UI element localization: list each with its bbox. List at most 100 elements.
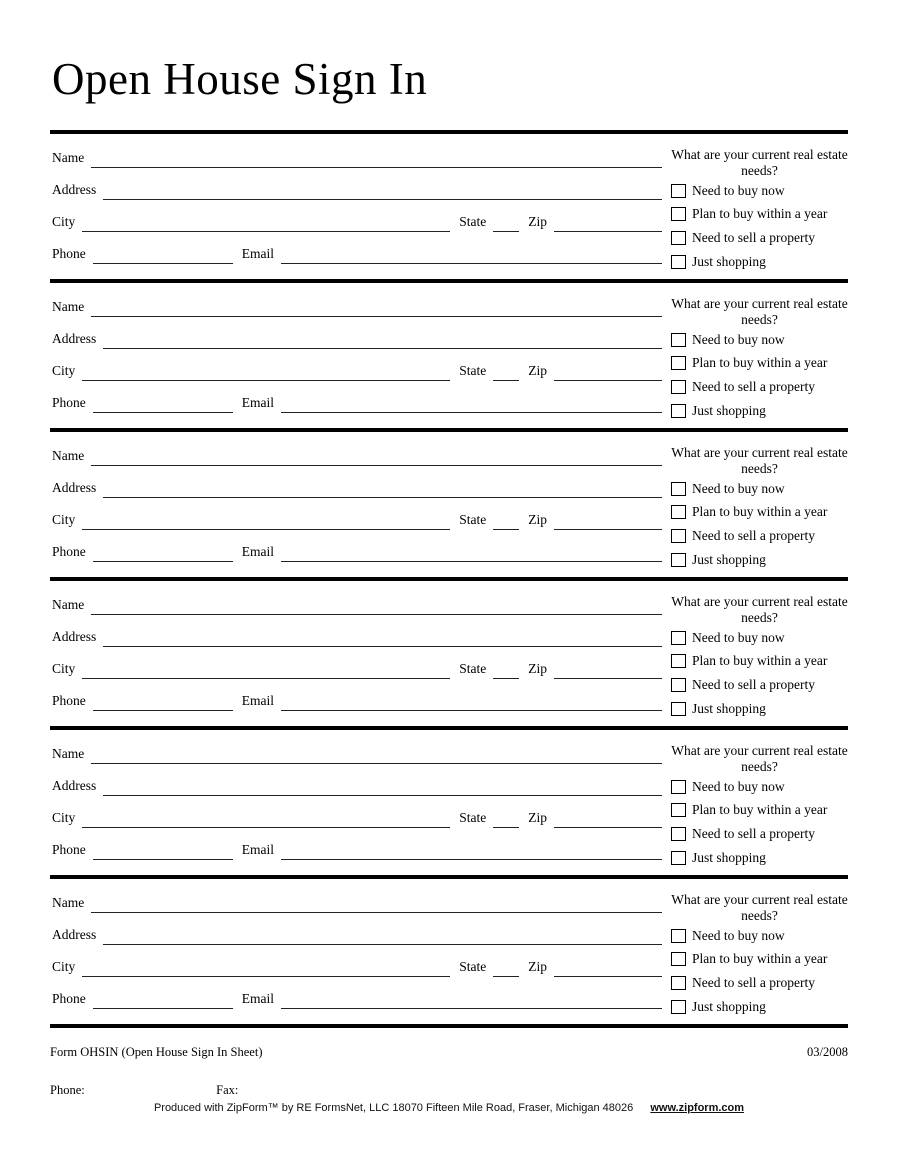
email-field-line[interactable] bbox=[281, 701, 662, 711]
plan-to-buy-option: Plan to buy within a year bbox=[671, 650, 848, 674]
just-shopping-checkbox[interactable] bbox=[671, 701, 686, 716]
city-field-line[interactable] bbox=[82, 669, 451, 679]
email-field-line[interactable] bbox=[281, 254, 662, 264]
entry-fields: Name Address City State Zip Phone Email bbox=[52, 879, 662, 1024]
email-label: Email bbox=[241, 693, 274, 708]
need-to-sell-checkbox[interactable] bbox=[671, 826, 686, 841]
city-field-line[interactable] bbox=[82, 371, 451, 381]
phone-field-line[interactable] bbox=[92, 403, 233, 413]
need-to-buy-now-checkbox[interactable] bbox=[671, 332, 686, 347]
state-label: State bbox=[459, 512, 487, 527]
just-shopping-option: Just shopping bbox=[671, 995, 848, 1019]
city-state-zip-row: City State Zip bbox=[52, 796, 662, 828]
address-field-line[interactable] bbox=[103, 339, 662, 349]
phone-field-line[interactable] bbox=[92, 254, 233, 264]
zip-label: Zip bbox=[528, 214, 547, 229]
zip-field-line[interactable] bbox=[554, 818, 662, 828]
address-label: Address bbox=[52, 629, 97, 644]
need-to-sell-option: Need to sell a property bbox=[671, 822, 848, 846]
just-shopping-checkbox[interactable] bbox=[671, 850, 686, 865]
name-field-line[interactable] bbox=[91, 456, 662, 466]
name-label: Name bbox=[52, 150, 85, 165]
city-state-zip-row: City State Zip bbox=[52, 945, 662, 977]
email-field-line[interactable] bbox=[281, 999, 662, 1009]
needs-column: What are your current real estate needs?… bbox=[671, 134, 848, 279]
city-field-line[interactable] bbox=[82, 520, 451, 530]
plan-to-buy-checkbox[interactable] bbox=[671, 952, 686, 967]
name-field-line[interactable] bbox=[91, 754, 662, 764]
zip-field-line[interactable] bbox=[554, 520, 662, 530]
email-field-line[interactable] bbox=[281, 403, 662, 413]
city-field-line[interactable] bbox=[82, 818, 451, 828]
email-field-line[interactable] bbox=[281, 552, 662, 562]
need-to-sell-checkbox[interactable] bbox=[671, 677, 686, 692]
phone-field-line[interactable] bbox=[92, 850, 233, 860]
email-label: Email bbox=[241, 991, 274, 1006]
need-to-buy-now-checkbox[interactable] bbox=[671, 928, 686, 943]
city-label: City bbox=[52, 810, 76, 825]
address-row: Address bbox=[52, 913, 662, 945]
state-field-line[interactable] bbox=[493, 818, 520, 828]
name-field-line[interactable] bbox=[91, 307, 662, 317]
need-to-sell-checkbox[interactable] bbox=[671, 230, 686, 245]
need-to-sell-checkbox[interactable] bbox=[671, 975, 686, 990]
name-field-line[interactable] bbox=[91, 605, 662, 615]
need-to-buy-now-checkbox[interactable] bbox=[671, 630, 686, 645]
plan-to-buy-option: Plan to buy within a year bbox=[671, 799, 848, 823]
address-field-line[interactable] bbox=[103, 488, 662, 498]
name-field-line[interactable] bbox=[91, 158, 662, 168]
phone-field-line[interactable] bbox=[92, 552, 233, 562]
address-field-line[interactable] bbox=[103, 637, 662, 647]
state-field-line[interactable] bbox=[493, 371, 520, 381]
just-shopping-option: Just shopping bbox=[671, 250, 848, 274]
zip-field-line[interactable] bbox=[554, 222, 662, 232]
need-to-buy-now-label: Need to buy now bbox=[692, 927, 785, 943]
state-field-line[interactable] bbox=[493, 222, 520, 232]
just-shopping-label: Just shopping bbox=[692, 700, 766, 716]
zipform-website-link[interactable]: www.zipform.com bbox=[650, 1102, 745, 1114]
state-field-line[interactable] bbox=[493, 520, 520, 530]
zip-label: Zip bbox=[528, 363, 547, 378]
plan-to-buy-checkbox[interactable] bbox=[671, 654, 686, 669]
just-shopping-checkbox[interactable] bbox=[671, 552, 686, 567]
plan-to-buy-checkbox[interactable] bbox=[671, 803, 686, 818]
need-to-sell-checkbox[interactable] bbox=[671, 528, 686, 543]
need-to-buy-now-label: Need to buy now bbox=[692, 629, 785, 645]
plan-to-buy-checkbox[interactable] bbox=[671, 356, 686, 371]
state-field-line[interactable] bbox=[493, 967, 520, 977]
zip-field-line[interactable] bbox=[554, 967, 662, 977]
state-field-line[interactable] bbox=[493, 669, 520, 679]
plan-to-buy-checkbox[interactable] bbox=[671, 207, 686, 222]
phone-field-line[interactable] bbox=[92, 701, 233, 711]
just-shopping-checkbox[interactable] bbox=[671, 254, 686, 269]
just-shopping-checkbox[interactable] bbox=[671, 403, 686, 418]
need-to-buy-now-checkbox[interactable] bbox=[671, 779, 686, 794]
name-label: Name bbox=[52, 299, 85, 314]
state-label: State bbox=[459, 810, 487, 825]
name-field-line[interactable] bbox=[91, 903, 662, 913]
just-shopping-label: Just shopping bbox=[692, 849, 766, 865]
city-field-line[interactable] bbox=[82, 967, 451, 977]
city-label: City bbox=[52, 363, 76, 378]
address-field-line[interactable] bbox=[103, 786, 662, 796]
city-field-line[interactable] bbox=[82, 222, 451, 232]
needs-column: What are your current real estate needs?… bbox=[671, 730, 848, 875]
email-label: Email bbox=[241, 246, 274, 261]
state-label: State bbox=[459, 363, 487, 378]
just-shopping-option: Just shopping bbox=[671, 697, 848, 721]
need-to-buy-now-checkbox[interactable] bbox=[671, 481, 686, 496]
need-to-sell-checkbox[interactable] bbox=[671, 379, 686, 394]
just-shopping-checkbox[interactable] bbox=[671, 999, 686, 1014]
email-field-line[interactable] bbox=[281, 850, 662, 860]
need-to-buy-now-checkbox[interactable] bbox=[671, 183, 686, 198]
zip-field-line[interactable] bbox=[554, 669, 662, 679]
plan-to-buy-label: Plan to buy within a year bbox=[692, 802, 828, 818]
address-field-line[interactable] bbox=[103, 935, 662, 945]
phone-field-line[interactable] bbox=[92, 999, 233, 1009]
footer: Form OHSIN (Open House Sign In Sheet) 03… bbox=[50, 1024, 848, 1114]
address-field-line[interactable] bbox=[103, 190, 662, 200]
name-row: Name bbox=[52, 285, 662, 317]
phone-email-row: Phone Email bbox=[52, 232, 662, 264]
plan-to-buy-checkbox[interactable] bbox=[671, 505, 686, 520]
zip-field-line[interactable] bbox=[554, 371, 662, 381]
